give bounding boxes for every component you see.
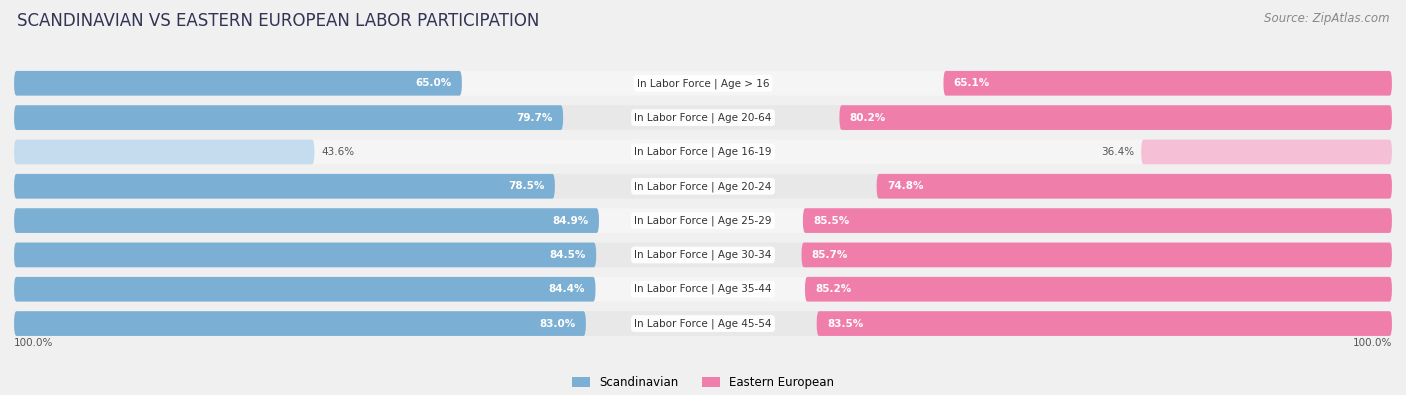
FancyBboxPatch shape: [14, 71, 461, 96]
Text: 84.4%: 84.4%: [548, 284, 585, 294]
FancyBboxPatch shape: [14, 277, 1392, 302]
Text: In Labor Force | Age 20-64: In Labor Force | Age 20-64: [634, 112, 772, 123]
FancyBboxPatch shape: [14, 243, 1392, 267]
Text: SCANDINAVIAN VS EASTERN EUROPEAN LABOR PARTICIPATION: SCANDINAVIAN VS EASTERN EUROPEAN LABOR P…: [17, 12, 540, 30]
Text: 65.1%: 65.1%: [953, 78, 990, 88]
Text: In Labor Force | Age 35-44: In Labor Force | Age 35-44: [634, 284, 772, 295]
FancyBboxPatch shape: [1142, 139, 1392, 164]
Text: In Labor Force | Age 16-19: In Labor Force | Age 16-19: [634, 147, 772, 157]
Text: In Labor Force | Age 45-54: In Labor Force | Age 45-54: [634, 318, 772, 329]
Text: 100.0%: 100.0%: [1353, 338, 1392, 348]
Text: 74.8%: 74.8%: [887, 181, 924, 191]
Text: 80.2%: 80.2%: [849, 113, 886, 122]
FancyBboxPatch shape: [14, 105, 1392, 130]
FancyBboxPatch shape: [14, 139, 1392, 164]
Text: 84.9%: 84.9%: [553, 216, 589, 226]
Text: 100.0%: 100.0%: [14, 338, 53, 348]
Text: Source: ZipAtlas.com: Source: ZipAtlas.com: [1264, 12, 1389, 25]
FancyBboxPatch shape: [14, 277, 596, 302]
FancyBboxPatch shape: [14, 311, 586, 336]
Text: 85.5%: 85.5%: [813, 216, 849, 226]
FancyBboxPatch shape: [806, 277, 1392, 302]
FancyBboxPatch shape: [839, 105, 1392, 130]
Text: 85.7%: 85.7%: [811, 250, 848, 260]
FancyBboxPatch shape: [803, 208, 1392, 233]
Text: 36.4%: 36.4%: [1101, 147, 1135, 157]
FancyBboxPatch shape: [14, 71, 1392, 96]
FancyBboxPatch shape: [876, 174, 1392, 199]
FancyBboxPatch shape: [801, 243, 1392, 267]
FancyBboxPatch shape: [14, 208, 599, 233]
FancyBboxPatch shape: [14, 105, 564, 130]
Text: In Labor Force | Age > 16: In Labor Force | Age > 16: [637, 78, 769, 88]
FancyBboxPatch shape: [14, 174, 555, 199]
FancyBboxPatch shape: [943, 71, 1392, 96]
Text: 84.5%: 84.5%: [550, 250, 586, 260]
Text: In Labor Force | Age 20-24: In Labor Force | Age 20-24: [634, 181, 772, 192]
FancyBboxPatch shape: [14, 139, 315, 164]
FancyBboxPatch shape: [14, 311, 1392, 336]
Text: 85.2%: 85.2%: [815, 284, 852, 294]
Text: In Labor Force | Age 25-29: In Labor Force | Age 25-29: [634, 215, 772, 226]
FancyBboxPatch shape: [14, 243, 596, 267]
Text: 78.5%: 78.5%: [508, 181, 544, 191]
Text: 83.0%: 83.0%: [540, 319, 575, 329]
FancyBboxPatch shape: [14, 208, 1392, 233]
Text: In Labor Force | Age 30-34: In Labor Force | Age 30-34: [634, 250, 772, 260]
Text: 83.5%: 83.5%: [827, 319, 863, 329]
Text: 79.7%: 79.7%: [516, 113, 553, 122]
Text: 65.0%: 65.0%: [415, 78, 451, 88]
FancyBboxPatch shape: [14, 174, 1392, 199]
Legend: Scandinavian, Eastern European: Scandinavian, Eastern European: [567, 371, 839, 393]
FancyBboxPatch shape: [817, 311, 1392, 336]
Text: 43.6%: 43.6%: [322, 147, 354, 157]
